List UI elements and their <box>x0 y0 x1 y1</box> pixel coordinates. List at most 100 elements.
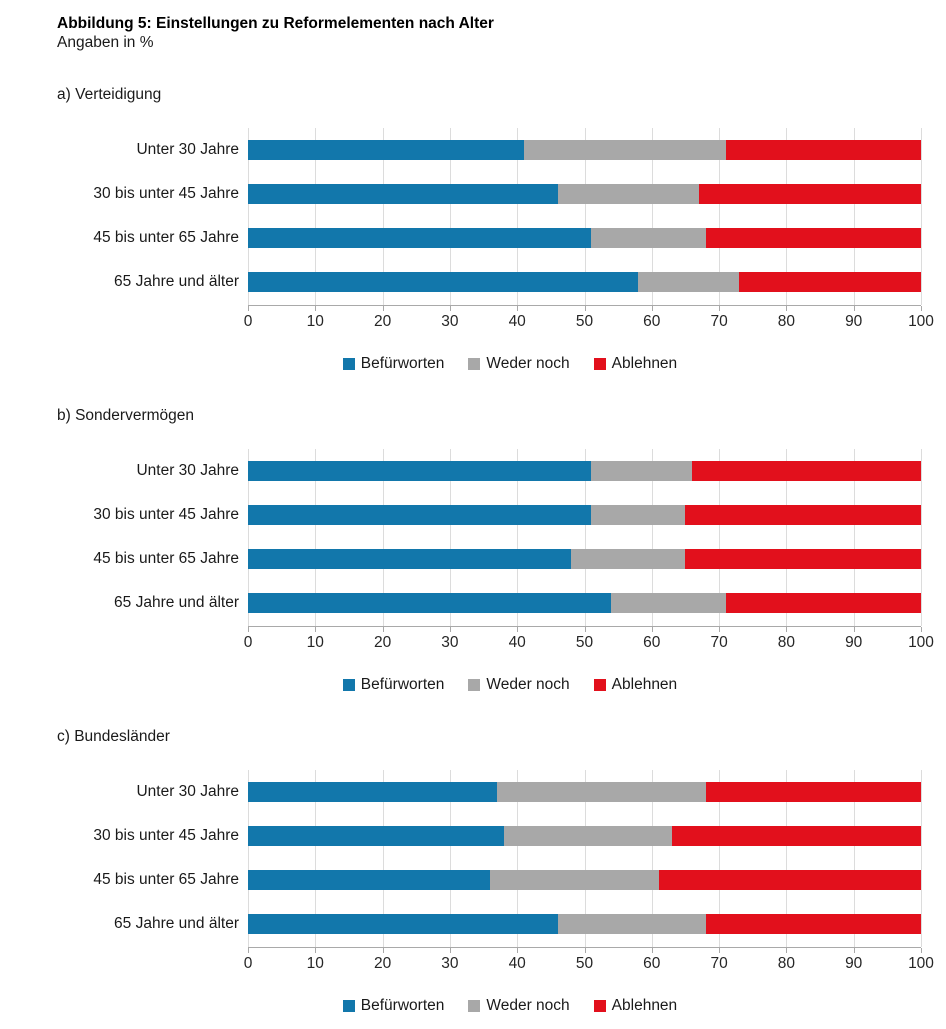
axis-tick-label: 60 <box>643 955 661 972</box>
axis-tick-label: 100 <box>908 634 934 651</box>
category-label: 65 Jahre und älter <box>114 915 239 932</box>
axis-tick-label: 50 <box>575 634 594 651</box>
legend-swatch-icon <box>342 1000 355 1012</box>
axis-tick-label: 20 <box>373 313 392 330</box>
axis-tick <box>449 948 451 953</box>
category-label: Unter 30 Jahre <box>136 141 239 158</box>
category-label: 45 bis unter 65 Jahre <box>93 871 239 888</box>
chart-verteidigung: a) Verteidigung Unter 30 Jahre 30 bis unt… <box>57 85 946 373</box>
category-label: 65 Jahre und älter <box>114 594 239 611</box>
axis-tick-label: 20 <box>373 634 392 651</box>
bar-segment-befuerworten <box>248 461 592 481</box>
bar-segment-weder-noch <box>557 184 699 204</box>
axis-tick-label: 90 <box>845 955 863 972</box>
legend-label: Befürworten <box>360 997 445 1014</box>
bar-segment-befuerworten <box>248 140 524 160</box>
axis-tick-label: 10 <box>306 313 324 330</box>
gridline <box>786 128 788 305</box>
gridline <box>921 449 922 626</box>
category-label: 30 bis unter 45 Jahre <box>93 827 239 844</box>
legend-label: Weder noch <box>486 355 570 372</box>
axis-tick <box>651 306 653 311</box>
legend-item: Befürworten <box>342 676 444 694</box>
axis-tick-label: 40 <box>508 955 526 972</box>
bar-segment-ablehnen <box>705 914 921 934</box>
bar-segment-weder-noch <box>497 782 706 802</box>
chart-title: b) Sondervermögen <box>57 407 194 424</box>
axis-tick-label: 80 <box>777 634 796 651</box>
bar-segment-ablehnen <box>725 140 921 160</box>
legend-label: Weder noch <box>486 676 570 693</box>
axis-tick <box>719 948 721 953</box>
legend-label: Ablehnen <box>611 355 678 372</box>
category-label: Unter 30 Jahre <box>136 462 239 479</box>
axis-tick <box>719 306 721 311</box>
chart-sondervermoegen: b) Sondervermögen Unter 30 Jahre 30 bis u… <box>57 406 946 694</box>
legend-item: Ablehnen <box>593 355 678 373</box>
axis-tick <box>517 627 519 632</box>
gridline <box>449 128 451 305</box>
axis-tick <box>921 948 922 953</box>
legend-label: Ablehnen <box>611 997 678 1014</box>
bar-row: 30 bis unter 45 Jahre <box>93 184 921 204</box>
legend-swatch-icon <box>342 358 355 370</box>
bar-segment-befuerworten <box>248 549 572 569</box>
axis-tick <box>853 948 855 953</box>
legend-label: Befürworten <box>360 355 445 372</box>
axis-tick <box>315 627 317 632</box>
bar-row: 45 bis unter 65 Jahre <box>93 549 921 569</box>
plot-area: Unter 30 Jahre 30 bis unter 45 Jahre 45 bi… <box>93 449 922 626</box>
plot-area: Unter 30 Jahre 30 bis unter 45 Jahre 45 bi… <box>93 770 922 947</box>
bar-segment-befuerworten <box>248 826 504 846</box>
gridline <box>719 128 721 305</box>
axis-tick <box>449 627 451 632</box>
gridline <box>786 770 788 947</box>
bar-segment-ablehnen <box>705 782 921 802</box>
category-label: 30 bis unter 45 Jahre <box>93 506 239 523</box>
gridline <box>584 770 586 947</box>
gridline <box>449 449 451 626</box>
gridline <box>449 770 451 947</box>
gridline <box>853 128 855 305</box>
gridline <box>517 128 519 305</box>
axis-tick <box>853 306 855 311</box>
bar-row: 30 bis unter 45 Jahre <box>93 505 921 525</box>
axis-tick-label: 60 <box>643 313 661 330</box>
bar-segment-ablehnen <box>658 870 921 890</box>
category-label: 45 bis unter 65 Jahre <box>93 550 239 567</box>
bar-segment-befuerworten <box>248 184 558 204</box>
axis-tick-label: 80 <box>777 955 796 972</box>
axis-tick-label: 0 <box>243 955 253 972</box>
axis-tick-label: 80 <box>777 313 796 330</box>
legend: Befürworten Weder noch Ablehnen <box>74 355 946 373</box>
gridline <box>651 128 653 305</box>
axis-tick <box>719 627 721 632</box>
gridline <box>921 770 922 947</box>
axis-tick <box>315 948 317 953</box>
legend-item: Weder noch <box>468 676 570 694</box>
x-axis: 0 10 20 30 40 50 60 70 80 90 100 <box>244 626 934 654</box>
x-axis: 0 10 20 30 40 50 60 70 80 90 100 <box>244 305 934 333</box>
bar-segment-befuerworten <box>248 272 639 292</box>
gridline <box>382 449 384 626</box>
bar-segment-ablehnen <box>671 826 921 846</box>
legend-label: Ablehnen <box>611 676 678 693</box>
axis-tick-label: 30 <box>441 634 459 651</box>
axis-tick-label: 100 <box>908 313 934 330</box>
gridline <box>517 449 519 626</box>
axis-tick <box>921 627 922 632</box>
bar-row: Unter 30 Jahre <box>136 140 921 160</box>
chart-title: c) Bundesländer <box>57 728 170 745</box>
category-label: 45 bis unter 65 Jahre <box>93 229 239 246</box>
gridline <box>315 770 317 947</box>
gridline <box>921 128 922 305</box>
axis-tick <box>651 627 653 632</box>
bar-segment-ablehnen <box>705 228 921 248</box>
axis-tick-label: 30 <box>441 313 459 330</box>
bar-segment-ablehnen <box>685 549 921 569</box>
bar-segment-befuerworten <box>248 505 592 525</box>
axis-tick-label: 40 <box>508 634 526 651</box>
axis-tick-label: 50 <box>575 313 594 330</box>
bar-segment-weder-noch <box>638 272 740 292</box>
